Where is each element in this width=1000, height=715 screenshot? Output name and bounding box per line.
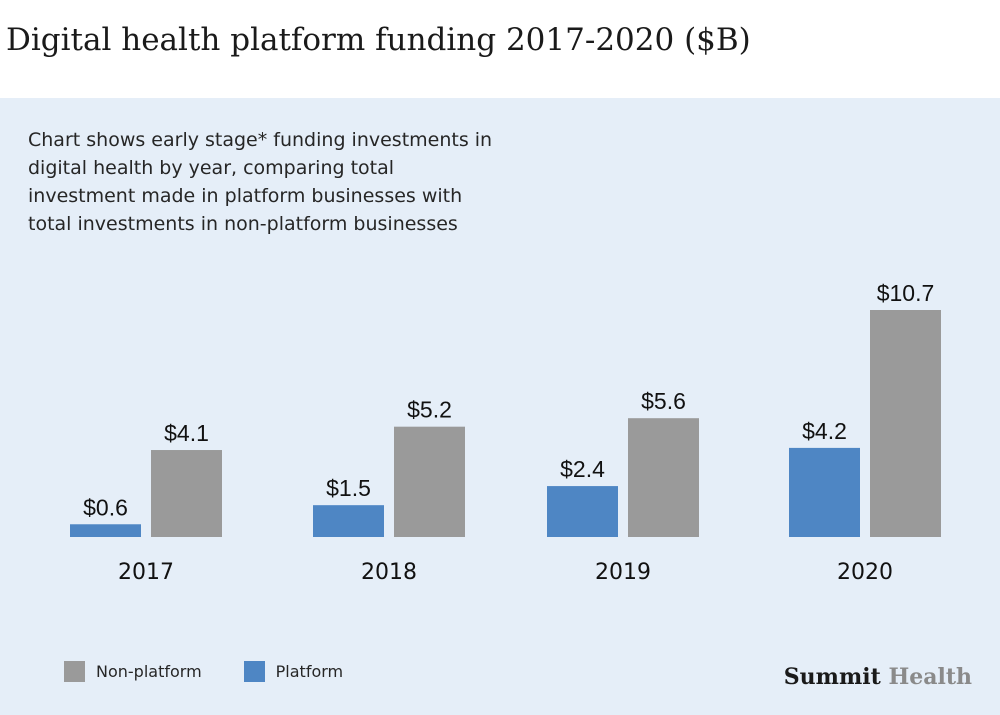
chart-legend: Non-platform Platform [64,661,385,682]
bar-value-label: $5.2 [407,397,452,423]
bar-value-label: $2.4 [560,456,605,482]
bar-value-label: $5.6 [641,388,686,414]
bar-non-platform-2017 [151,450,222,537]
bar-value-label: $10.7 [877,280,935,306]
x-tick-label: 2019 [595,560,651,585]
bar-non-platform-2018 [394,426,465,537]
bar-value-label: $4.1 [164,420,209,446]
brand-logo: Summit Health [784,664,972,690]
chart-title: Digital health platform funding 2017-202… [6,22,751,58]
legend-swatch-platform [243,661,265,682]
brand-name-part2: Health [888,664,972,690]
x-tick-label: 2020 [837,560,893,585]
bar-platform-2018 [313,505,384,537]
chart-panel: Chart shows early stage* funding investm… [0,98,1000,715]
legend-swatch-non-platform [64,661,85,682]
bar-non-platform-2020 [870,310,941,537]
bar-value-label: $0.6 [83,494,128,520]
legend-label-platform: Platform [275,662,344,681]
bar-platform-2017 [70,524,141,537]
bar-platform-2020 [789,447,860,537]
x-tick-label: 2017 [118,560,174,585]
bar-value-label: $1.5 [326,475,371,501]
legend-label-non-platform: Non-platform [96,662,202,681]
bar-value-label: $4.2 [802,418,847,444]
bar-chart: $0.6 $4.1 2017 $1.5 $5.2 2018 $2.4 $5.6 2019 $4.2… [70,280,941,585]
x-tick-label: 2018 [361,560,417,585]
bar-platform-2019 [547,486,618,537]
brand-name-part1: Summit [783,664,881,690]
legend-item-platform: Platform [243,661,344,682]
chart-description: Chart shows early stage* funding investm… [28,129,493,235]
legend-item-non-platform: Non-platform [64,661,202,682]
bar-non-platform-2019 [628,418,699,537]
